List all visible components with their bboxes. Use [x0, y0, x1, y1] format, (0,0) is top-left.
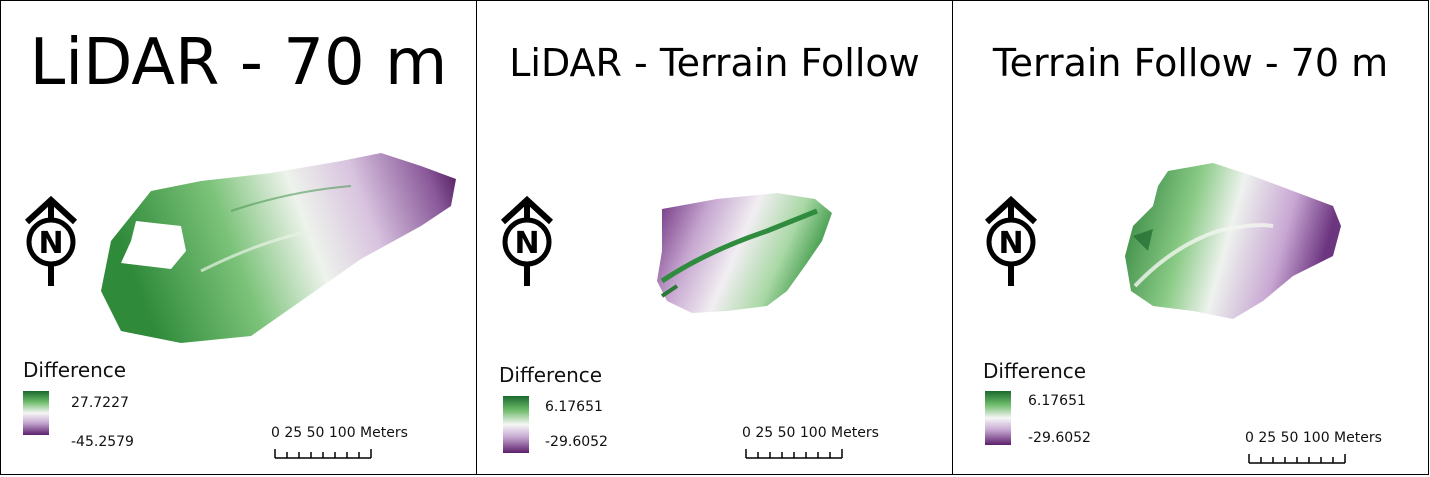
legend-max-value: 6.17651 — [545, 399, 603, 415]
north-label: N — [514, 226, 539, 261]
legend-max-value: 6.17651 — [1028, 393, 1086, 409]
north-arrow-icon: N — [984, 195, 1038, 286]
north-arrow-icon: N — [24, 195, 78, 286]
north-label: N — [38, 226, 63, 261]
north-arrow-icon: N — [500, 195, 554, 286]
map-panel-terrain-follow-70m: Terrain Follow - 70 m N Difference 6.176… — [952, 0, 1429, 475]
panel-title: LiDAR - Terrain Follow — [509, 41, 920, 85]
legend-color-ramp — [985, 391, 1011, 445]
legend-color-ramp — [23, 391, 49, 435]
difference-raster-map — [1125, 163, 1341, 319]
legend-title: Difference — [23, 358, 127, 382]
scale-bar — [1248, 454, 1346, 464]
scale-label: 0 25 50 100 Meters — [1245, 430, 1382, 446]
legend-color-ramp — [503, 396, 529, 453]
scale-bar — [274, 449, 372, 459]
legend-title: Difference — [983, 359, 1087, 383]
scale-label: 0 25 50 100 Meters — [742, 425, 879, 441]
north-label: N — [998, 226, 1023, 261]
legend-title: Difference — [499, 363, 603, 387]
difference-raster-map — [101, 153, 456, 343]
legend-max-value: 27.7227 — [71, 395, 129, 411]
legend-min-value: -29.6052 — [545, 434, 608, 450]
difference-raster-map — [657, 193, 832, 313]
map-panel-lidar-terrain-follow: LiDAR - Terrain Follow N Difference 6.17… — [476, 0, 953, 475]
scale-bar — [745, 449, 843, 459]
legend-min-value: -29.6052 — [1028, 430, 1091, 446]
panel-title: LiDAR - 70 m — [29, 26, 448, 100]
map-panel-lidar-70m: LiDAR - 70 m N Difference 27.7227 -45.25… — [0, 0, 477, 475]
scale-label: 0 25 50 100 Meters — [271, 425, 408, 441]
panel-title: Terrain Follow - 70 m — [992, 41, 1389, 85]
legend-min-value: -45.2579 — [71, 434, 134, 450]
